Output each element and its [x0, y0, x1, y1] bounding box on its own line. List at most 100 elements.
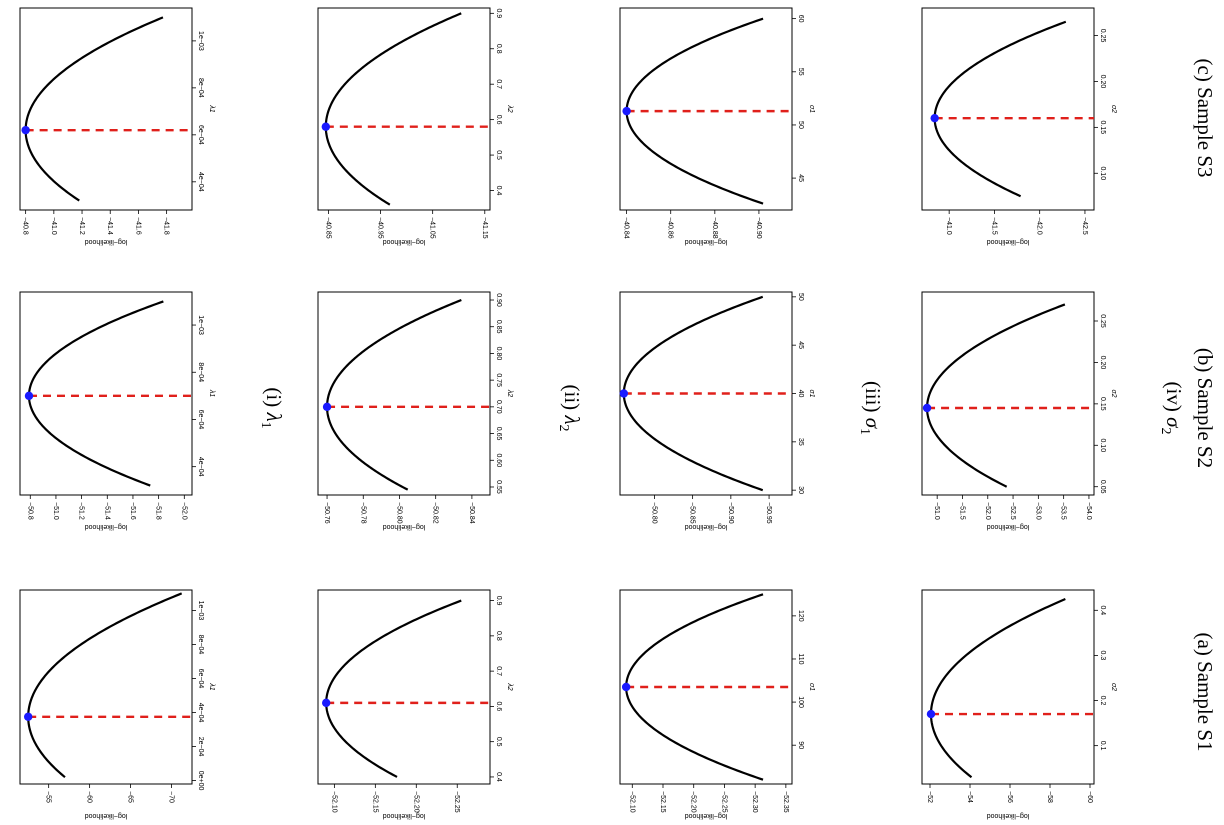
x-tick-label: 4e−04	[197, 457, 204, 477]
plot-frame	[19, 7, 193, 211]
x-tick-label: 2e−04	[197, 737, 204, 757]
panel-s2-sigma1: 30 35 40 45 50 σ1 −50.80 −50.85 −50.90 −50.95 log−…	[619, 291, 815, 530]
x-axis-label: σ2	[1110, 105, 1117, 113]
y-tick-label: −41.15	[481, 217, 488, 239]
y-tick-label: −58	[1046, 791, 1053, 803]
y-tick-label: −52.0	[984, 502, 991, 520]
y-axis-label: log−likelihood	[383, 523, 426, 530]
likelihood-curve	[24, 16, 164, 202]
panel-s1-sigma1: 90 100 110 120 σ1 −52.10 −52.15 −52.20 −52.25 −52…	[619, 589, 815, 819]
y-tick-label: −60	[1086, 791, 1093, 803]
x-tick-label: 0.90	[495, 293, 502, 307]
x-tick-label: 45	[797, 341, 804, 349]
x-tick-label: 0.4	[495, 186, 502, 196]
y-tick-label: −41.2	[78, 217, 85, 235]
y-tick-label: −40.8	[22, 217, 29, 235]
x-tick-label: 0.2	[1099, 696, 1106, 706]
mle-point	[926, 709, 936, 719]
y-tick-label: −55	[45, 791, 52, 803]
y-tick-label: −70	[168, 791, 175, 803]
likelihood-curve	[324, 12, 462, 206]
x-tick-label: 4e−04	[197, 703, 204, 723]
row-caption-ii: (ii) λ2	[556, 384, 584, 431]
mle-point	[922, 403, 932, 413]
x-tick-label: 50	[797, 293, 804, 301]
panel-s3-sigma1: 45 50 55 60 σ1 −40.84 −40.86 −40.88 −40.90 log−li…	[619, 7, 815, 245]
col-caption-a: (a) Sample S1	[1193, 633, 1217, 752]
x-tick-label: 90	[797, 741, 804, 749]
row-caption-i: (i) λ1	[258, 387, 286, 428]
x-axis-label: λ1	[208, 104, 215, 112]
y-tick-label: −51.0	[933, 502, 940, 520]
x-tick-label: 45	[797, 174, 804, 182]
x-tick-label: 30	[797, 486, 804, 494]
x-tick-label: 0.10	[1099, 438, 1106, 452]
y-tick-label: −51.5	[958, 502, 965, 520]
y-tick-label: −51.0	[52, 502, 59, 520]
x-tick-label: 40	[797, 390, 804, 398]
x-tick-label: 0.1	[1099, 741, 1106, 751]
y-axis-label: log−likelihood	[85, 523, 128, 530]
x-axis-label: λ1	[208, 682, 215, 690]
y-tick-label: −52.20	[412, 791, 419, 813]
y-tick-label: −52.35	[782, 791, 789, 813]
mle-point	[619, 389, 629, 398]
plot-frame	[317, 291, 491, 496]
panel-s1-sigma2: 0.1 0.2 0.3 0.4 σ2 −52 −54 −56 −58 −60 log−likelih…	[921, 589, 1117, 819]
plot-frame	[317, 589, 491, 785]
y-tick-label: −50.82	[432, 502, 439, 524]
y-tick-label: −53.5	[1060, 502, 1067, 520]
x-tick-label: 8e−04	[197, 635, 204, 655]
plot-frame	[619, 589, 793, 785]
mle-point	[23, 712, 33, 721]
mle-point	[24, 391, 34, 401]
x-tick-label: 0.6	[495, 702, 502, 712]
y-tick-label: −40.85	[324, 217, 331, 239]
mle-point	[21, 125, 30, 135]
y-axis-label: log−likelihood	[85, 238, 128, 245]
y-tick-label: −53.0	[1034, 502, 1041, 520]
x-tick-label: 0.85	[495, 320, 502, 334]
x-tick-label: 0.15	[1099, 121, 1106, 135]
x-tick-label: 0.7	[495, 666, 502, 676]
x-tick-label: 1e−03	[197, 31, 204, 51]
y-axis-label: log−likelihood	[685, 238, 728, 245]
y-tick-label: −41.4	[106, 217, 113, 235]
x-tick-label: 0.4	[1099, 605, 1106, 615]
x-tick-label: 0e+00	[197, 771, 204, 791]
panel-s1-lambda2: 0.4 0.5 0.6 0.7 0.8 0.9 λ2 −52.10 −52.15 −52.20 −5…	[317, 589, 513, 819]
y-tick-label: −56	[1006, 791, 1013, 803]
x-axis-label: λ2	[506, 389, 513, 397]
y-tick-label: −50.78	[359, 502, 366, 524]
x-axis-label: σ1	[808, 683, 815, 691]
y-tick-label: −40.84	[623, 217, 630, 239]
y-tick-label: −50.84	[468, 502, 475, 524]
x-tick-label: 55	[797, 68, 804, 76]
x-tick-label: 6e−04	[197, 410, 204, 430]
likelihood-curve	[925, 303, 1066, 488]
panel-s2-lambda2: 0.55 0.60 0.65 0.70 0.75 0.80 0.85 0.90 λ2 −50.76…	[317, 291, 513, 530]
y-tick-label: −52.30	[751, 791, 758, 813]
x-tick-label: 0.9	[495, 8, 502, 18]
y-tick-label: −40.90	[755, 217, 762, 239]
x-axis-label: σ2	[1110, 683, 1117, 691]
x-axis-label: σ1	[808, 389, 815, 397]
x-tick-label: 0.25	[1099, 314, 1106, 328]
x-tick-label: 100	[797, 696, 804, 708]
x-axis-label: λ2	[506, 104, 513, 112]
y-tick-label: −41.0	[945, 217, 952, 235]
y-tick-label: −50.80	[395, 502, 402, 524]
y-tick-label: −41.6	[134, 217, 141, 235]
x-axis-label: λ1	[208, 389, 215, 397]
likelihood-curve	[325, 599, 462, 778]
row-caption-iii: (iii) σ1	[857, 381, 885, 435]
x-tick-label: 0.70	[495, 400, 502, 414]
x-tick-label: 0.3	[1099, 651, 1106, 661]
y-tick-label: −54	[966, 791, 973, 803]
y-tick-label: −41.0	[50, 217, 57, 235]
likelihood-curve	[325, 298, 462, 491]
x-tick-label: 8e−04	[197, 78, 204, 98]
y-tick-label: −50.90	[727, 502, 734, 524]
x-tick-label: 50	[797, 121, 804, 129]
row-caption-iv: (iv) σ2	[1158, 382, 1186, 435]
